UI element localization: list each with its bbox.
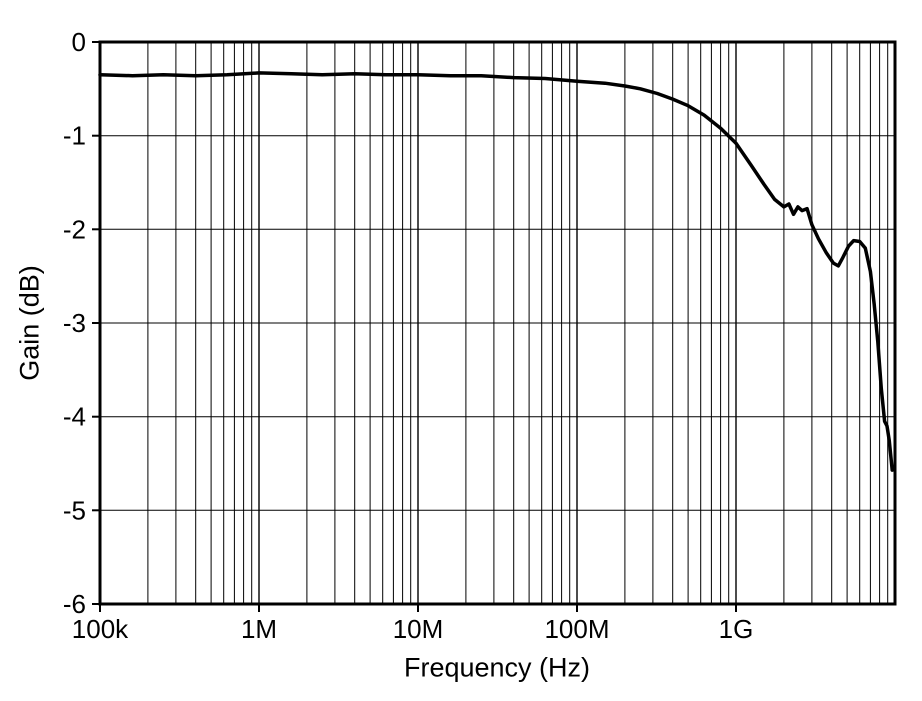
x-tick-label: 100k	[72, 614, 129, 644]
y-tick-label: -5	[63, 495, 86, 525]
y-tick-label: -3	[63, 308, 86, 338]
x-tick-label: 1G	[719, 614, 754, 644]
gain-curve	[98, 71, 894, 472]
y-axis-title: Gain (dB)	[14, 265, 45, 381]
x-tick-label: 1M	[241, 614, 277, 644]
y-tick-label: -2	[63, 214, 86, 244]
y-tick-label: -6	[63, 589, 86, 619]
plot-frame	[98, 40, 897, 606]
x-axis-title: Frequency (Hz)	[403, 652, 591, 683]
y-tick-label: -4	[63, 402, 86, 432]
x-tick-label: 10M	[393, 614, 444, 644]
y-tick-label: -1	[63, 121, 86, 151]
grid-lines	[100, 42, 895, 604]
x-tick-label: 100M	[544, 614, 609, 644]
axis-ticks	[92, 41, 737, 612]
y-tick-label: 0	[72, 27, 86, 57]
